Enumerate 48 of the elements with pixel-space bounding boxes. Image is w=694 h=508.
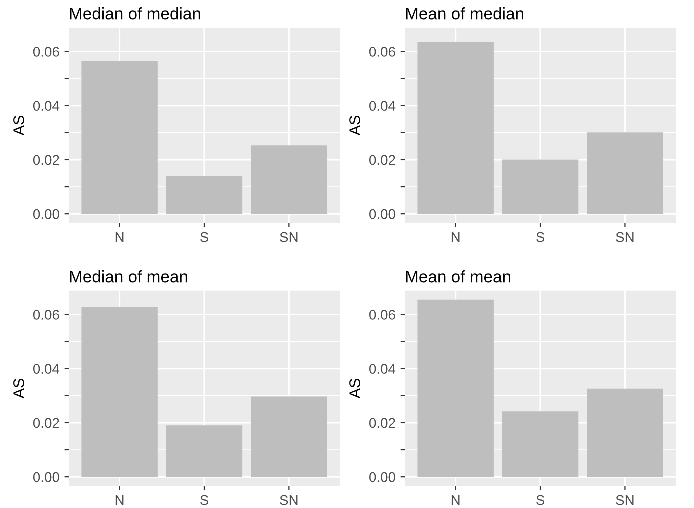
y-tick-label: 0.06 <box>370 47 396 57</box>
y-axis-title: AS <box>350 378 360 399</box>
y-tick-label: 0.06 <box>33 310 60 320</box>
x-tick-label: N <box>116 496 124 506</box>
y-tick-label: 0.04 <box>370 101 396 112</box>
bar <box>587 388 664 478</box>
x-tick-label: S <box>536 495 545 506</box>
bar <box>502 412 579 478</box>
bar <box>251 146 328 214</box>
x-tick-label: N <box>452 496 460 506</box>
bar <box>82 60 158 214</box>
chart-title: Median of mean <box>70 270 188 283</box>
chart-title: Median of median <box>70 8 200 20</box>
x-tick-label: S <box>536 232 545 242</box>
y-tick-label: 0.00 <box>370 472 396 482</box>
y-axis-title: AS <box>350 116 360 136</box>
y-tick-label: 0.04 <box>33 364 60 374</box>
bar <box>166 176 243 214</box>
y-tick-label: 0.00 <box>33 472 60 482</box>
y-tick-label: 0.00 <box>370 209 396 220</box>
chart-title: Mean of mean <box>406 270 510 283</box>
y-tick-label: 0.04 <box>33 101 60 112</box>
x-tick-label: N <box>452 232 460 242</box>
y-tick-label: 0.06 <box>33 47 60 57</box>
y-tick-label: 0.02 <box>370 418 396 428</box>
x-tick-label: N <box>116 232 124 242</box>
chart-title: Mean of median <box>406 8 524 20</box>
bar <box>418 42 494 214</box>
x-tick-label: SN <box>616 232 634 242</box>
y-tick-label: 0.00 <box>33 209 60 220</box>
y-tick-label: 0.02 <box>33 155 60 166</box>
y-tick-label: 0.04 <box>370 364 396 374</box>
bar <box>418 300 494 478</box>
bar <box>82 307 158 478</box>
y-tick-label: 0.06 <box>370 310 396 320</box>
y-tick-label: 0.02 <box>370 155 396 166</box>
y-axis-title: AS <box>14 378 24 399</box>
bar <box>166 426 243 478</box>
x-tick-label: SN <box>280 495 298 506</box>
y-axis-title: AS <box>14 116 24 136</box>
x-tick-label: S <box>200 232 208 242</box>
x-tick-label: S <box>200 495 208 506</box>
bar <box>251 396 328 478</box>
y-tick-label: 0.02 <box>33 418 60 428</box>
bar <box>502 160 579 214</box>
x-tick-label: SN <box>616 495 634 506</box>
x-tick-label: SN <box>280 232 298 242</box>
bar <box>587 132 664 214</box>
